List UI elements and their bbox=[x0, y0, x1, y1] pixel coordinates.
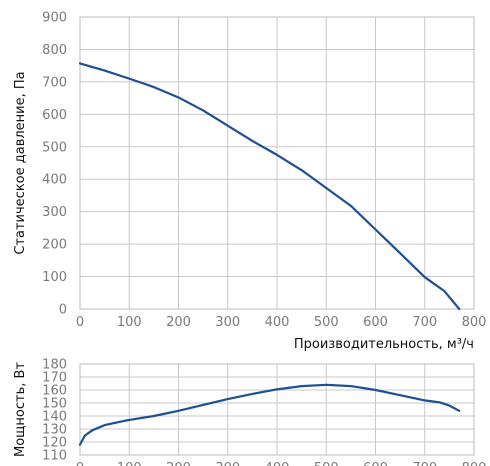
pressure-y-tick-label: 300 bbox=[42, 205, 67, 220]
power-y-tick-label: 180 bbox=[42, 358, 67, 373]
pressure-y-tick-label: 700 bbox=[42, 75, 67, 90]
power-y-tick-label: 140 bbox=[42, 410, 67, 425]
power-y-tick-label: 160 bbox=[42, 384, 67, 399]
pressure-x-tick-label: 600 bbox=[363, 315, 388, 330]
power-y-tick-label: 120 bbox=[42, 436, 67, 451]
pressure-x-tick-label: 500 bbox=[314, 315, 339, 330]
power-curve-line bbox=[78, 383, 461, 446]
pressure-y-tick-label: 500 bbox=[42, 140, 67, 155]
pressure-x-tick-label: 0 bbox=[76, 315, 84, 330]
power-y-tick-label: 110 bbox=[42, 449, 67, 464]
pressure-y-tick-label: 400 bbox=[42, 173, 67, 188]
power-y-axis-label: Мощность, Вт bbox=[13, 362, 28, 457]
pressure-y-tick-label: 600 bbox=[42, 108, 67, 123]
pressure-y-tick-label: 900 bbox=[42, 11, 67, 26]
pressure-y-tick-label: 0 bbox=[59, 303, 67, 318]
pressure-plot-frame bbox=[79, 16, 475, 310]
power-y-tick-label: 150 bbox=[42, 397, 67, 412]
power-x-tick-label: 100 bbox=[117, 461, 142, 466]
pressure-x-tick-label: 400 bbox=[265, 315, 290, 330]
pressure-y-tick-label: 200 bbox=[42, 238, 67, 253]
power-x-tick-label: 600 bbox=[363, 461, 388, 466]
pressure-x-tick-label: 200 bbox=[166, 315, 191, 330]
power-x-axis-label: Производительность, м³/ч bbox=[294, 337, 474, 352]
pressure-curve-line bbox=[78, 62, 461, 311]
power-x-tick-label: 300 bbox=[215, 461, 240, 466]
pressure-x-tick-label: 800 bbox=[462, 315, 487, 330]
pressure-y-axis-label: Статическое давление, Па bbox=[13, 71, 28, 254]
pressure-x-tick-label: 300 bbox=[215, 315, 240, 330]
pressure-x-tick-label: 700 bbox=[412, 315, 437, 330]
power-x-tick-label: 400 bbox=[265, 461, 290, 466]
power-x-tick-label: 800 bbox=[462, 461, 487, 466]
power-plot-frame bbox=[79, 363, 475, 456]
power-x-tick-label: 500 bbox=[314, 461, 339, 466]
power-x-tick-label: 700 bbox=[412, 461, 437, 466]
power-x-tick-label: 0 bbox=[76, 461, 84, 466]
pressure-y-tick-label: 800 bbox=[42, 43, 67, 58]
power-y-tick-label: 130 bbox=[42, 423, 67, 438]
pressure-x-tick-label: 100 bbox=[117, 315, 142, 330]
power-x-tick-label: 200 bbox=[166, 461, 191, 466]
power-y-tick-label: 170 bbox=[42, 371, 67, 386]
pressure-y-tick-label: 100 bbox=[42, 270, 67, 285]
